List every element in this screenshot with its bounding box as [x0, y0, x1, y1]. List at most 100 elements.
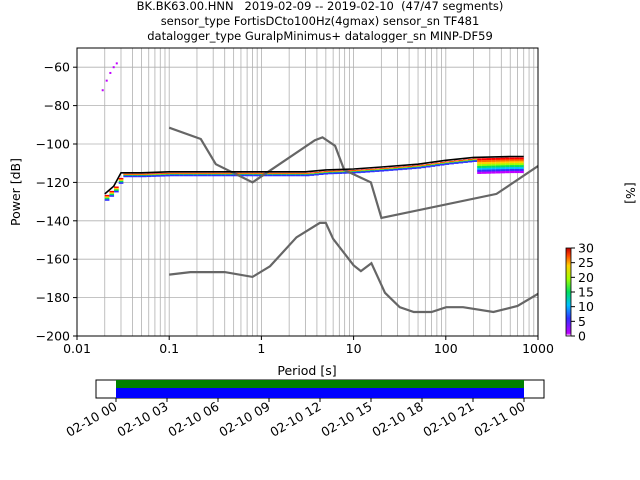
heat-cell — [491, 169, 496, 172]
heat-cell — [491, 159, 496, 163]
heat-cell — [109, 193, 115, 196]
heat-cell — [495, 165, 501, 168]
heat-cell — [286, 174, 291, 177]
heat-cell — [356, 171, 361, 174]
heat-cell — [509, 165, 515, 168]
heat-cell — [132, 175, 138, 178]
heat-cell — [360, 171, 366, 173]
heat-cell — [500, 159, 506, 162]
heat-cell — [118, 180, 124, 183]
heat-cell — [174, 174, 180, 177]
heat-cell — [509, 163, 515, 166]
heat-cell — [500, 167, 506, 170]
heat-cell — [505, 169, 510, 172]
heat-cell — [491, 163, 496, 166]
heat-cell — [477, 158, 482, 161]
colorbar-tick-label: 15 — [578, 285, 594, 300]
heat-cell — [486, 158, 492, 161]
colorbar-tick-label: 0 — [578, 329, 586, 344]
heat-cell — [458, 161, 464, 164]
heat-cell — [207, 174, 212, 177]
heat-cell — [318, 173, 324, 176]
noise-model-low — [169, 221, 538, 314]
heat-cell — [477, 162, 482, 165]
heat-cell — [118, 177, 124, 180]
title-line-3: datalogger_type GuralpMinimus+ datalogge… — [147, 29, 493, 43]
heat-cell — [263, 174, 268, 177]
heat-cell — [101, 89, 104, 92]
heat-cell — [505, 171, 510, 174]
main-grid — [77, 48, 538, 337]
heat-cell — [495, 163, 501, 166]
x-tick-label: 0.01 — [63, 341, 91, 356]
heat-cell — [486, 165, 492, 168]
heat-cell — [481, 167, 487, 170]
heat-cell — [467, 160, 473, 163]
heat-cell — [519, 167, 524, 170]
heat-cell — [514, 157, 520, 160]
heat-cell — [477, 171, 482, 174]
heat-cell — [481, 160, 487, 163]
title-line-1: BK.BK63.00.HNN 2019-02-09 -- 2019-02-10 … — [136, 0, 504, 13]
heat-cell — [481, 158, 487, 161]
mode-curve — [104, 155, 524, 195]
heat-cell — [491, 165, 496, 168]
heat-cell — [500, 157, 506, 160]
heat-cell — [249, 174, 254, 177]
heat-cell — [509, 157, 515, 160]
colorbar-tick-label: 5 — [578, 314, 586, 329]
heat-cell — [500, 165, 506, 168]
heat-cell — [500, 171, 506, 174]
x-axis-label: Period [s] — [277, 363, 336, 378]
heat-cell — [281, 174, 287, 177]
heat-cell — [416, 167, 422, 169]
coverage-tick-label: 02-10 03 — [114, 399, 170, 440]
x-tick-label: 0.1 — [159, 341, 179, 356]
heat-cell — [481, 169, 487, 172]
heat-cell — [115, 62, 118, 65]
heat-cell — [244, 174, 250, 177]
heat-cell — [183, 174, 189, 177]
heat-cell — [463, 161, 468, 163]
heat-cell — [505, 161, 510, 164]
heat-cell — [104, 194, 110, 197]
heat-cell — [491, 161, 496, 164]
heat-cell — [128, 175, 133, 178]
heat-cell — [500, 163, 506, 166]
heat-cell — [407, 167, 412, 170]
heat-cell — [505, 159, 510, 162]
heat-cell — [509, 170, 515, 174]
heat-cell — [165, 174, 170, 177]
heat-cell — [505, 157, 510, 160]
noise-model-high — [168, 126, 538, 220]
colorbar-gradient — [565, 247, 572, 337]
heat-cell — [384, 169, 389, 172]
x-tick-label: 10 — [346, 341, 362, 356]
heat-cell — [365, 170, 371, 173]
heat-cell — [342, 172, 347, 174]
heat-cell — [491, 171, 496, 174]
heat-cell — [221, 174, 226, 177]
heat-cell — [137, 175, 142, 178]
heat-cell — [519, 163, 524, 166]
heat-cell — [495, 157, 501, 161]
heat-cell — [486, 169, 492, 172]
heat-cell — [477, 160, 482, 163]
heat-cell — [505, 167, 510, 170]
y-tick-label: −100 — [36, 137, 70, 152]
heat-cell — [104, 196, 110, 198]
heat-cell — [314, 173, 319, 176]
ppsd-curves — [104, 126, 538, 314]
heat-cell — [155, 175, 161, 177]
heat-cell — [304, 174, 310, 177]
heat-cell — [449, 162, 454, 165]
y-tick-label: −60 — [44, 60, 70, 75]
heat-cell — [109, 195, 115, 197]
coverage-tick-label: 02-10 12 — [267, 399, 323, 440]
heat-cell — [505, 163, 510, 166]
heat-cell — [267, 174, 273, 177]
colorbar-tick-label: 30 — [578, 241, 594, 256]
heat-cell — [509, 161, 515, 164]
heat-cell — [388, 169, 394, 171]
